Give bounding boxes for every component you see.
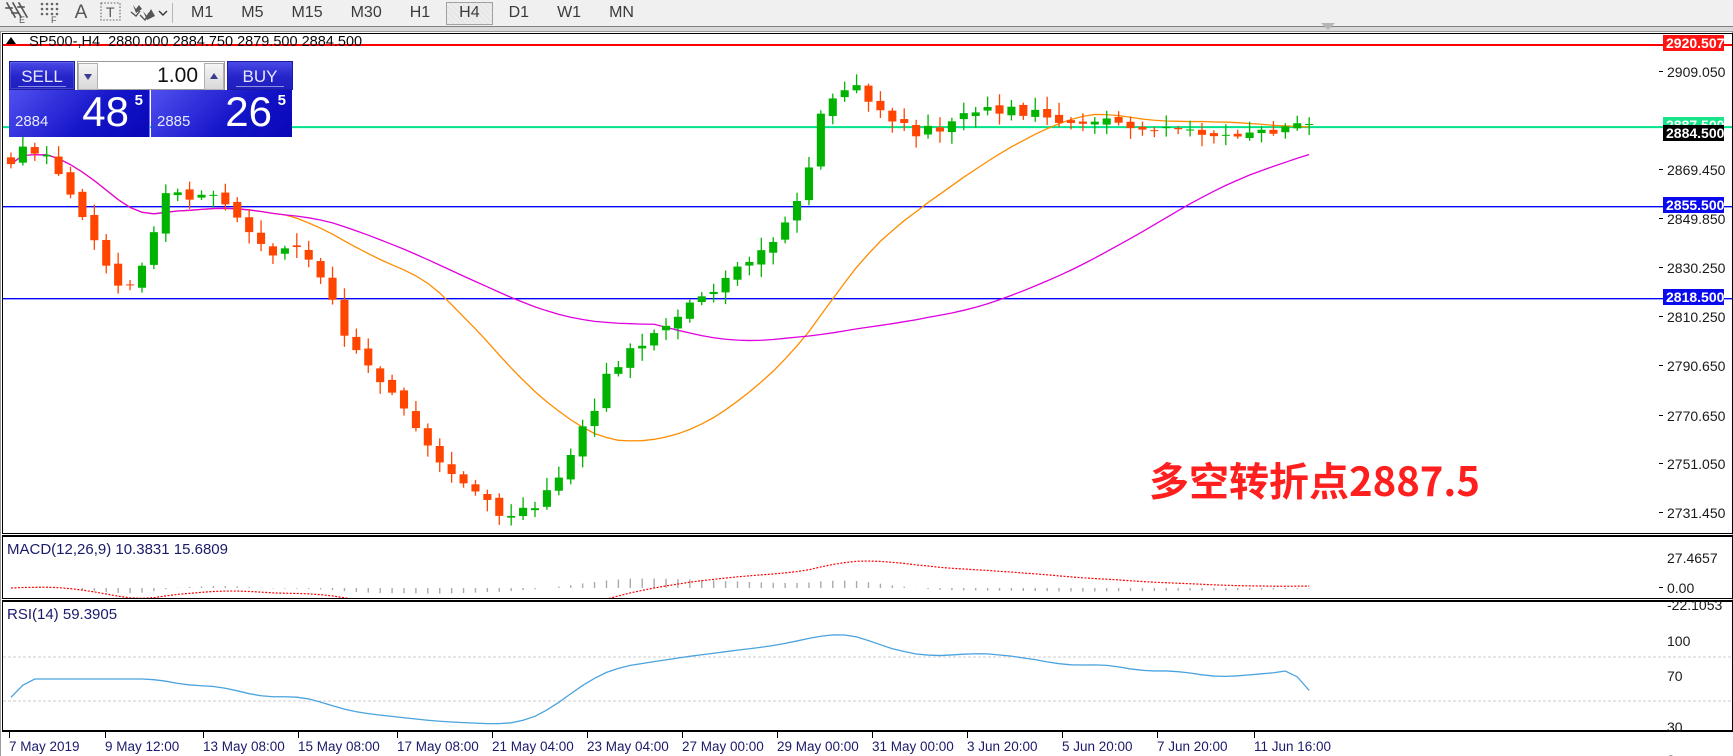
svg-text:E: E	[19, 15, 25, 24]
svg-text:T: T	[106, 4, 115, 20]
svg-text:F: F	[51, 15, 57, 24]
